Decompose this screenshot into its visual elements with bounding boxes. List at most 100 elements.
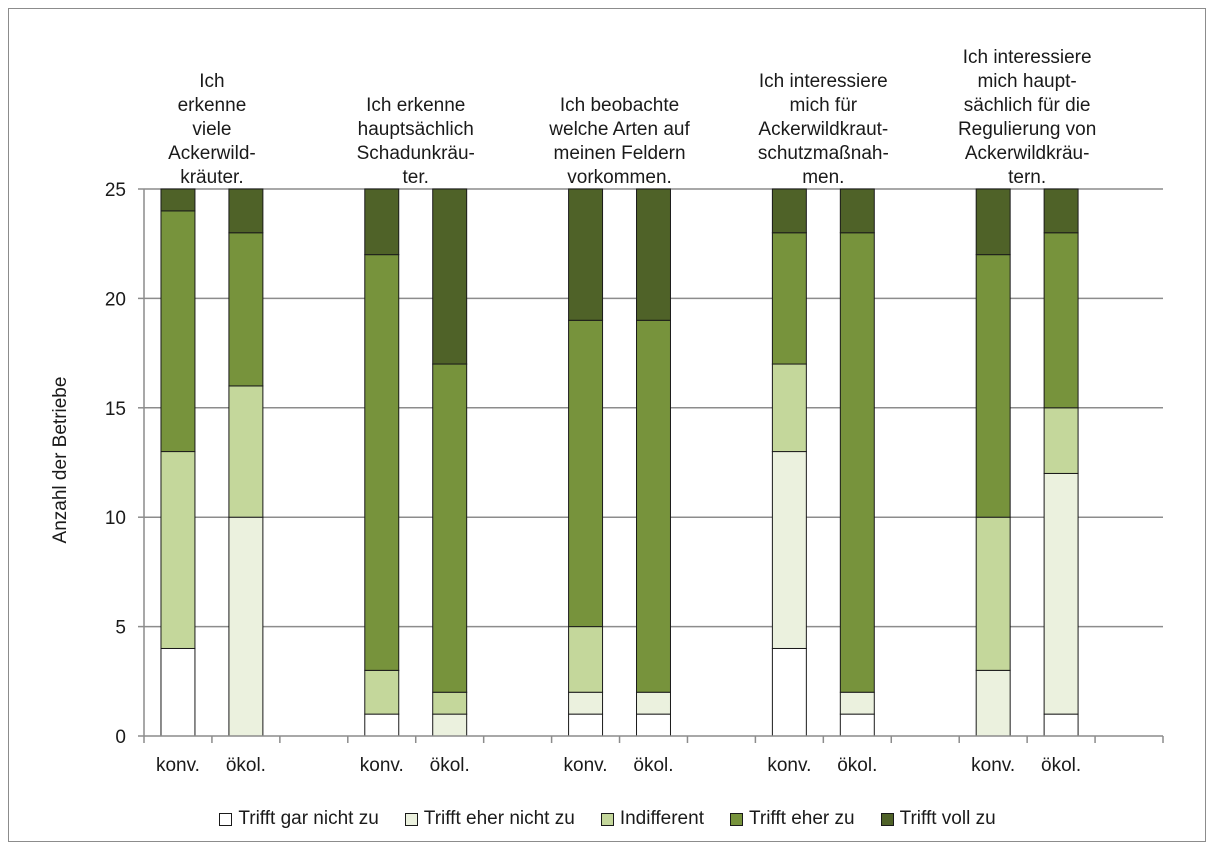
x-tick-label: ökol. [633, 755, 673, 776]
bar-segment [432, 188, 468, 365]
legend-label: Trifft eher nicht zu [423, 808, 575, 829]
bar-segment [1043, 472, 1079, 715]
y-tick-label: 5 [115, 618, 126, 639]
bar-segment [771, 363, 807, 453]
bar-segment [1043, 232, 1079, 409]
y-tick-label: 0 [115, 727, 126, 748]
group-title-line: viele [192, 119, 231, 140]
bar-segment [568, 319, 604, 628]
bar-segment [975, 254, 1011, 518]
legend-item: Indifferent [600, 808, 704, 830]
x-tick-label: ökol. [837, 755, 877, 776]
legend-swatch [729, 812, 743, 826]
legend-item: Trifft eher nicht zu [404, 808, 575, 830]
bar-segment [771, 232, 807, 365]
group-title-line: welche Arten auf [548, 119, 690, 140]
group-title-line: hauptsächlich [358, 119, 474, 140]
group-title-line: Regulierung von [958, 119, 1096, 140]
bar-segment [568, 188, 604, 321]
bar-segment [771, 451, 807, 649]
legend-item: Trifft gar nicht zu [219, 808, 379, 830]
legend-label: Trifft eher zu [748, 808, 855, 829]
group-title-line: Ich interessiere [759, 71, 888, 92]
group-title-line: vorkommen. [567, 167, 672, 188]
legend-label: Trifft voll zu [899, 808, 996, 829]
group-title-line: mich für [790, 95, 858, 116]
bar-segment [228, 188, 264, 234]
bar-segment [160, 647, 196, 737]
legend-item: Trifft voll zu [880, 808, 996, 830]
legend-swatch [404, 812, 418, 826]
group-title-line: Ackerwildkräu- [965, 143, 1090, 164]
group-title-line: schutzmaßnah- [758, 143, 889, 164]
group-title-line: Ich beobachte [560, 95, 679, 116]
bar-segment [839, 232, 875, 693]
x-tick-label: konv. [360, 755, 404, 776]
bar-segment [975, 669, 1011, 737]
group-title-line: men. [802, 167, 844, 188]
bar-segment [160, 188, 196, 212]
group-title-line: Ich interessiere [963, 47, 1092, 68]
y-tick-label: 10 [105, 508, 126, 529]
bar-segment [160, 210, 196, 453]
x-tick-label: konv. [971, 755, 1015, 776]
legend-swatch [219, 812, 233, 826]
legend-label: Trifft gar nicht zu [238, 808, 379, 829]
legend-swatch [880, 812, 894, 826]
bar-segment [636, 713, 671, 737]
bar-segment [432, 691, 468, 715]
legend-swatch [600, 812, 614, 826]
bar-segment [364, 669, 400, 715]
group-title-line: kräuter. [180, 167, 243, 188]
y-axis-label: Anzahl der Betriebe [50, 377, 71, 544]
bar-segment [839, 691, 875, 715]
bar-segment [636, 188, 671, 321]
bar-segment [568, 626, 604, 693]
bar-segment [160, 451, 196, 649]
bar-segment [364, 254, 400, 671]
x-tick-label: konv. [767, 755, 811, 776]
bar-segment [975, 188, 1011, 256]
bar-segment [228, 232, 264, 387]
group-title-line: Ackerwild- [168, 143, 256, 164]
bar-segment [364, 713, 400, 737]
bar-segment [839, 188, 875, 234]
labels: 0 5 10 15 20 25 konv. ökol. Ich erkenne viele Acker… [105, 47, 1096, 776]
x-tick-label: konv. [564, 755, 608, 776]
bar-segment [636, 319, 671, 693]
bar-segment [975, 516, 1011, 671]
x-tick-label: ökol. [226, 755, 266, 776]
group-title-line: Schadunkräu- [357, 143, 475, 164]
bar-segment [568, 691, 604, 715]
bar-segment [636, 691, 671, 715]
axes [138, 188, 1164, 743]
y-tick-label: 20 [105, 289, 126, 310]
group-title-line: sächlich für die [964, 95, 1091, 116]
group-title-line: tern. [1008, 167, 1046, 188]
legend-item: Trifft eher zu [729, 808, 855, 830]
bar-segment [568, 713, 604, 737]
bar-segment [228, 516, 264, 737]
group-title-line: erkenne [178, 95, 247, 116]
group-title-line: mich haupt- [977, 71, 1076, 92]
group-title-line: ter. [403, 167, 429, 188]
x-tick-label: ökol. [1041, 755, 1081, 776]
y-tick-label: 25 [105, 180, 126, 201]
legend: Trifft gar nicht zu Trifft eher nicht zu I… [0, 808, 1215, 830]
bar-segment [771, 188, 807, 234]
group-title-line: Ich [199, 71, 224, 92]
group-title-line: Ackerwildkraut- [758, 119, 888, 140]
x-tick-label: konv. [156, 755, 200, 776]
legend-label: Indifferent [619, 808, 704, 829]
bar-segment [1043, 407, 1079, 474]
bar-segment [364, 188, 400, 256]
x-tick-label: ökol. [430, 755, 470, 776]
group-title-line: meinen Feldern [554, 143, 686, 164]
bar-segment [1043, 188, 1079, 234]
bar-segment [1043, 713, 1079, 737]
bar-segment [771, 647, 807, 737]
bar-segment [839, 713, 875, 737]
y-tick-label: 15 [105, 399, 126, 420]
bars [160, 188, 1079, 737]
